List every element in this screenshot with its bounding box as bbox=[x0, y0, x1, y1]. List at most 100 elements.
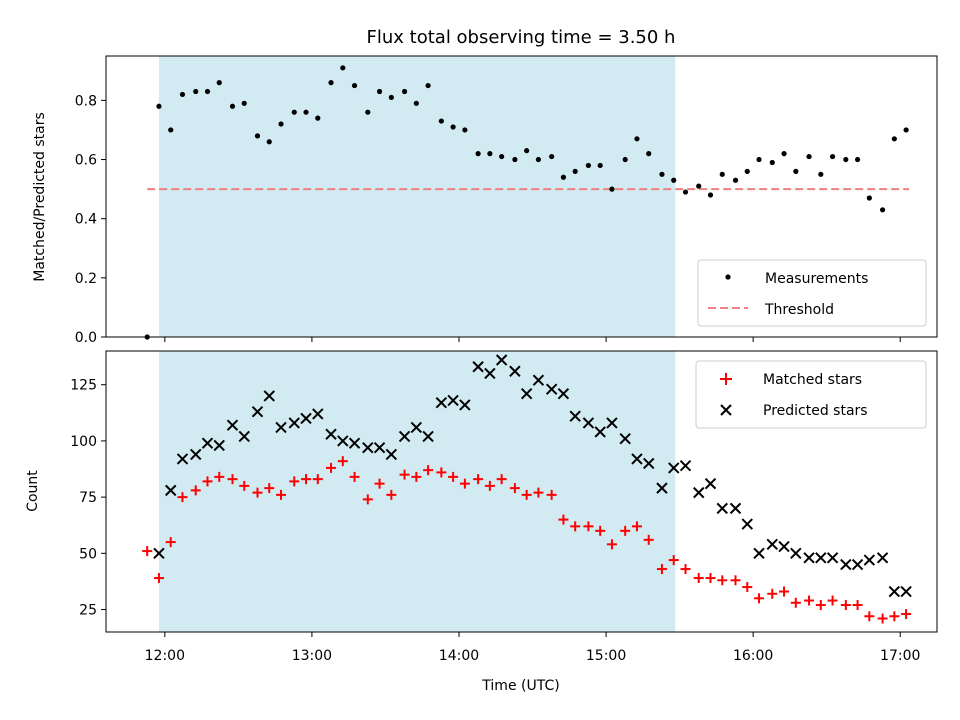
measurement-point bbox=[487, 151, 493, 157]
measurement-point bbox=[843, 156, 849, 163]
predicted-star-point bbox=[263, 390, 275, 402]
count-panel: 25 50 75 100 125 12:00 13:00 14:00 15:00 16:00 17:… bbox=[25, 350, 938, 694]
measurement-point bbox=[585, 162, 592, 169]
y-tick-label: 0.8 bbox=[75, 93, 97, 109]
predicted-star-point bbox=[594, 426, 606, 438]
matched-star-point bbox=[606, 539, 617, 550]
predicted-star-point bbox=[693, 486, 705, 499]
predicted-star-point bbox=[582, 417, 595, 429]
matched-star-point bbox=[546, 489, 557, 500]
measurement-point bbox=[744, 168, 750, 174]
matched-star-point bbox=[730, 575, 741, 586]
predicted-star-point bbox=[226, 419, 239, 431]
measurement-point bbox=[646, 151, 652, 157]
matched-star-point bbox=[399, 469, 410, 480]
matched-star-point bbox=[804, 595, 815, 606]
predicted-star-point bbox=[373, 441, 386, 454]
predicted-star-point bbox=[410, 421, 423, 434]
matched-star-point bbox=[496, 474, 507, 485]
matched-star-point bbox=[337, 456, 348, 467]
matched-star-point bbox=[901, 609, 912, 620]
y-tick-label: 0.2 bbox=[75, 271, 97, 287]
matched-star-point bbox=[815, 600, 826, 611]
matched-star-point bbox=[558, 514, 569, 525]
matched-star-point bbox=[289, 476, 300, 487]
matched-star-point bbox=[374, 478, 385, 489]
matched-star-point bbox=[852, 600, 863, 611]
predicted-star-point bbox=[520, 388, 533, 400]
predicted-star-point bbox=[704, 477, 717, 490]
predicted-star-point bbox=[348, 437, 361, 449]
measurement-point bbox=[769, 159, 775, 166]
matched-star-point bbox=[827, 595, 838, 606]
legend-predicted-label: Predicted stars bbox=[763, 403, 868, 419]
matched-star-point bbox=[252, 487, 263, 498]
measurement-point bbox=[413, 100, 419, 106]
matched-star-point bbox=[239, 480, 250, 491]
ratio-panel: 0.00.20.40.60.8 Matched/Predicted stars … bbox=[32, 55, 938, 346]
predicted-star-point bbox=[876, 552, 889, 564]
measurement-point bbox=[193, 88, 199, 95]
measurement-point bbox=[535, 156, 542, 163]
matched-star-point bbox=[779, 586, 790, 597]
ratio-panel-y-label: Matched/Predicted stars bbox=[32, 112, 48, 282]
matched-star-point bbox=[570, 521, 581, 532]
measurement-point bbox=[291, 109, 297, 115]
predicted-star-point bbox=[900, 585, 912, 598]
predicted-star-point bbox=[312, 408, 324, 420]
matched-star-point bbox=[484, 480, 495, 491]
measurement-point bbox=[365, 109, 371, 115]
measurement-point bbox=[204, 88, 211, 95]
matched-star-point bbox=[349, 471, 360, 482]
matched-star-point bbox=[705, 573, 716, 584]
measurement-point bbox=[351, 82, 358, 89]
predicted-star-point bbox=[643, 457, 655, 470]
predicted-star-point bbox=[815, 552, 827, 564]
matched-star-point bbox=[717, 575, 728, 586]
predicted-star-point bbox=[888, 585, 901, 598]
measurement-point bbox=[216, 80, 222, 86]
matched-star-point bbox=[583, 521, 594, 532]
matched-star-point bbox=[165, 537, 176, 548]
matched-star-point bbox=[142, 546, 153, 557]
measurement-point bbox=[659, 171, 665, 177]
matched-star-point bbox=[411, 471, 422, 482]
matched-star-point bbox=[177, 492, 188, 503]
measurement-point bbox=[560, 174, 567, 180]
y-tick-label: 75 bbox=[79, 490, 97, 506]
predicted-star-point bbox=[288, 417, 300, 429]
measurement-point bbox=[340, 65, 346, 71]
matched-star-point bbox=[473, 474, 484, 485]
matched-star-point bbox=[595, 525, 606, 536]
measurement-point bbox=[328, 80, 334, 86]
measurement-point bbox=[241, 100, 247, 106]
measurement-point bbox=[303, 109, 309, 115]
chart-title: Flux total observing time = 3.50 h bbox=[367, 27, 676, 48]
matched-star-point bbox=[448, 471, 459, 482]
matched-star-point bbox=[620, 525, 631, 536]
legend-predicted-marker bbox=[720, 404, 732, 416]
matched-star-point bbox=[227, 474, 238, 485]
predicted-star-point bbox=[422, 430, 434, 443]
predicted-star-point bbox=[509, 365, 521, 377]
predicted-star-point bbox=[251, 405, 264, 418]
measurement-point bbox=[622, 156, 628, 163]
predicted-star-point bbox=[826, 552, 839, 564]
legend-threshold-label: Threshold bbox=[764, 302, 834, 318]
matched-star-point bbox=[423, 465, 434, 476]
measurement-point bbox=[597, 162, 603, 169]
legend-measurements-label: Measurements bbox=[765, 271, 868, 287]
matched-star-point bbox=[276, 489, 287, 500]
y-tick-label: 100 bbox=[70, 434, 97, 450]
x-tick-label: 12:00 bbox=[145, 648, 185, 664]
predicted-star-point bbox=[863, 554, 876, 566]
predicted-star-point bbox=[619, 432, 631, 445]
count-panel-y-label: Count bbox=[25, 470, 41, 512]
count-legend: Matched stars Predicted stars bbox=[695, 360, 927, 429]
matched-star-point bbox=[668, 555, 679, 566]
matched-star-point bbox=[386, 489, 397, 500]
predicted-star-point bbox=[325, 428, 337, 440]
measurement-point bbox=[781, 151, 787, 157]
predicted-star-point bbox=[545, 383, 558, 395]
